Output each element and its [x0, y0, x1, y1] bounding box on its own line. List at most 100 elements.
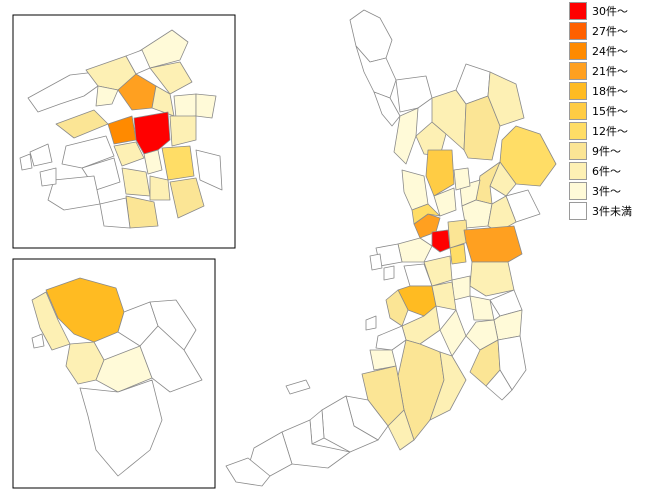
ward-konohana	[55, 109, 109, 139]
osaka-west	[397, 237, 433, 263]
legend-label: 3件～	[592, 185, 621, 198]
sakai-ward-mihara	[139, 325, 203, 393]
legend-label: 21件～	[592, 65, 628, 78]
city-osaka-w1	[401, 169, 429, 211]
legend-label: 24件～	[592, 45, 628, 58]
city-nose	[349, 9, 393, 63]
legend-swatch	[569, 62, 587, 80]
city-toyono	[355, 45, 397, 99]
legend-item: 15件～	[569, 101, 632, 121]
city-osakasayama	[465, 319, 499, 351]
legend-label: 3件未満	[592, 205, 632, 218]
legend-item: 6件～	[569, 161, 632, 181]
city-toyonaka	[393, 107, 419, 165]
legend-item: 9件～	[569, 141, 632, 161]
ward-asahi	[149, 61, 193, 95]
city-tajiri	[309, 409, 325, 445]
sakai-ward-higashi	[149, 299, 197, 351]
sakai-ward-naka	[95, 345, 153, 393]
city-kumatori	[387, 409, 415, 451]
sakai-city-inset-frame	[12, 258, 216, 489]
legend-label: 18件～	[592, 85, 628, 98]
legend-swatch	[569, 82, 587, 100]
city-misaki	[225, 457, 271, 487]
sakai-ward-minami	[79, 379, 163, 477]
ward-higashisumiyoshi	[169, 177, 205, 219]
legend-swatch	[569, 182, 587, 200]
legend-swatch	[569, 102, 587, 120]
city-sakai-coast	[385, 289, 409, 327]
city-yao	[469, 261, 515, 297]
legend-label: 15件～	[592, 105, 628, 118]
city-minoh	[395, 75, 433, 113]
city-settsu	[425, 149, 455, 197]
ward-tsurumi	[195, 93, 217, 119]
ward-hirano	[195, 149, 223, 191]
osaka-yodo	[411, 203, 441, 225]
legend-swatch	[569, 142, 587, 160]
city-izumi-south	[429, 351, 467, 421]
ward-north-west	[27, 71, 99, 113]
osaka-city-inset-frame	[12, 14, 236, 249]
legend: 30件～ 27件～ 24件～ 21件～ 18件～ 15件～ 12件～ 9件～ 6件～ 3件～ 3件未…	[569, 1, 632, 221]
osaka-city-inset	[19, 29, 223, 229]
legend-item: 3件～	[569, 181, 632, 201]
ward-tennoji	[143, 149, 163, 175]
city-matsubara	[451, 275, 471, 301]
ward-naniwa	[113, 141, 145, 167]
ward-joto	[173, 93, 197, 119]
osaka-chuo	[431, 229, 451, 253]
ward-sumiyoshi	[125, 195, 159, 229]
city-chihaya	[485, 369, 513, 401]
city-habikino	[493, 309, 523, 341]
ward-suminoe	[47, 175, 101, 211]
legend-swatch	[569, 162, 587, 180]
osaka-bay-2	[369, 253, 383, 271]
legend-item: 30件～	[569, 1, 632, 21]
city-kawachinagano	[497, 335, 527, 391]
osaka-prefecture-map	[225, 9, 557, 487]
city-osaka-w2	[433, 187, 457, 217]
city-higashiosaka	[463, 225, 523, 263]
legend-label: 30件～	[592, 5, 628, 18]
legend-swatch	[569, 42, 587, 60]
legend-item: 24件～	[569, 41, 632, 61]
legend-swatch	[569, 122, 587, 140]
ward-nishi	[107, 115, 137, 145]
city-higashiosaka-n	[453, 167, 471, 191]
city-shimamoto	[487, 71, 525, 127]
city-islet-b	[383, 265, 395, 281]
city-sakai-east	[431, 281, 457, 311]
city-hirakata	[499, 125, 557, 187]
legend-swatch	[569, 202, 587, 220]
city-suita	[415, 121, 447, 157]
ward-island-1	[29, 143, 53, 167]
legend-item: 12件～	[569, 121, 632, 141]
city-islet-a	[365, 315, 377, 331]
city-ikeda	[373, 91, 401, 127]
sakai-islet	[31, 333, 45, 349]
ward-island-2	[19, 153, 33, 171]
ward-abeno	[149, 175, 171, 201]
legend-item: 18件～	[569, 81, 632, 101]
city-sakai-minami	[439, 309, 467, 357]
ward-island-3	[39, 167, 57, 187]
legend-label: 6件～	[592, 165, 621, 178]
ward-minato	[61, 135, 115, 169]
ward-south-edge	[99, 197, 131, 229]
legend-swatch	[569, 2, 587, 20]
legend-label: 12件～	[592, 125, 628, 138]
legend-item: 27件～	[569, 21, 632, 41]
legend-item: 21件～	[569, 61, 632, 81]
legend-label: 9件～	[592, 145, 621, 158]
ward-nishinari	[121, 167, 151, 197]
legend-label: 27件～	[592, 25, 628, 38]
city-takaishi	[375, 325, 407, 351]
city-kix-island	[285, 379, 311, 395]
osaka-ikuno	[449, 243, 467, 265]
ward-ikuno	[161, 145, 195, 181]
ward-higashinari	[169, 115, 197, 147]
legend-swatch	[569, 22, 587, 40]
sakai-city-inset	[31, 277, 203, 477]
